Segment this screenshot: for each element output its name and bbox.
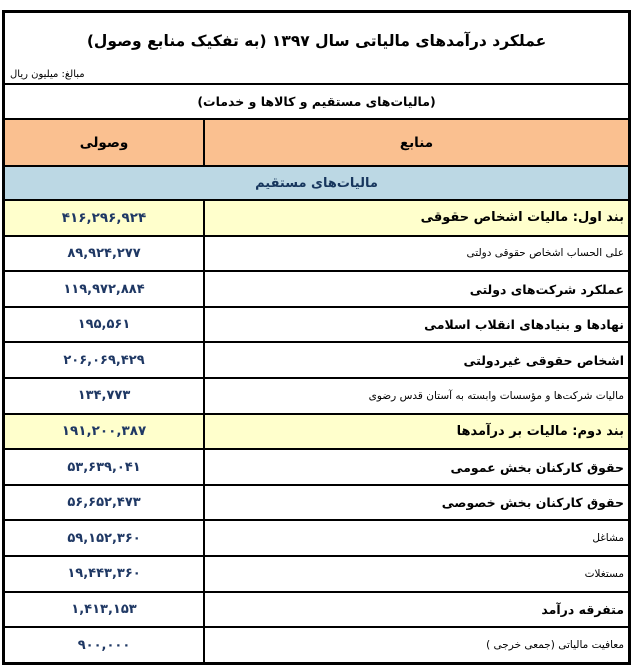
table-row: حقوق کارکنان بخش خصوصی ۵۶,۶۵۲,۴۷۳ <box>5 485 628 522</box>
table-row: مشاغل ۵۹,۱۵۲,۳۶۰ <box>5 521 628 558</box>
row-label: مستغلات <box>584 567 624 580</box>
row-label: بند دوم: مالیات بر درآمدها <box>456 423 624 439</box>
table-row: مالیات شرکت‌ها و مؤسسات وابسته به آستان … <box>5 379 628 415</box>
row-value: ۱۱۹,۹۷۲,۸۸۴ <box>5 272 205 306</box>
table-row: متفرقه درآمد ۱,۴۱۳,۱۵۳ <box>5 592 628 629</box>
column-header-row: منابع وصولی <box>5 120 628 167</box>
row-label: حقوق کارکنان بخش عمومی <box>450 459 624 475</box>
row-value: ۱۹۱,۲۰۰,۳۸۷ <box>5 414 205 449</box>
table-body: بند اول: مالیات اشخاص حقوقی ۴۱۶,۲۹۶,۹۲۴ … <box>5 201 628 662</box>
row-value: ۵۶,۶۵۲,۴۷۳ <box>5 485 205 520</box>
row-value: ۱۹۵,۵۶۱ <box>5 307 205 342</box>
table-row: اشخاص حقوقی غیردولتی ۲۰۶,۰۶۹,۴۲۹ <box>5 343 628 380</box>
table-row: حقوق کارکنان بخش عمومی ۵۳,۶۳۹,۰۴۱ <box>5 450 628 486</box>
tax-type-subtitle: (مالیات‌های مستقیم و کالاها و خدمات) <box>5 85 628 120</box>
row-value: ۹۰۰,۰۰۰ <box>5 628 205 662</box>
title-block: عملکرد درآمدهای مالیاتی سال ۱۳۹۷ (به تفک… <box>5 13 628 85</box>
row-value: ۸۹,۹۲۴,۲۷۷ <box>5 236 205 271</box>
section-header-direct-taxes: مالیات‌های مستقیم <box>5 167 628 201</box>
row-label: اشخاص حقوقی غیردولتی <box>463 352 624 368</box>
report-table-frame: عملکرد درآمدهای مالیاتی سال ۱۳۹۷ (به تفک… <box>2 10 631 665</box>
row-label: علی الحساب اشخاص حقوقی دولتی <box>466 247 624 260</box>
table-row: مستغلات ۱۹,۴۴۳,۳۶۰ <box>5 557 628 593</box>
table-row: عملکرد شرکت‌های دولتی ۱۱۹,۹۷۲,۸۸۴ <box>5 272 628 308</box>
row-label: نهادها و بنیادهای انقلاب اسلامی <box>424 317 624 333</box>
row-label: مالیات شرکت‌ها و مؤسسات وابسته به آستان … <box>368 389 624 402</box>
table-row: معافیت مالیاتی (جمعی خرجی ) ۹۰۰,۰۰۰ <box>5 628 628 662</box>
row-value: ۵۹,۱۵۲,۳۶۰ <box>5 521 205 556</box>
table-row: نهادها و بنیادهای انقلاب اسلامی ۱۹۵,۵۶۱ <box>5 307 628 344</box>
row-label: مشاغل <box>592 532 624 545</box>
column-header-collected: وصولی <box>5 120 205 165</box>
row-label: حقوق کارکنان بخش خصوصی <box>441 495 624 511</box>
row-value: ۱۹,۴۴۳,۳۶۰ <box>5 557 205 591</box>
column-header-sources: منابع <box>399 134 434 151</box>
row-value: ۱۳۴,۷۷۳ <box>5 379 205 413</box>
report-title: عملکرد درآمدهای مالیاتی سال ۱۳۹۷ (به تفک… <box>86 32 547 50</box>
row-value: ۲۰۶,۰۶۹,۴۲۹ <box>5 343 205 378</box>
row-value: ۴۱۶,۲۹۶,۹۲۴ <box>5 201 205 235</box>
table-row: بند اول: مالیات اشخاص حقوقی ۴۱۶,۲۹۶,۹۲۴ <box>5 201 628 237</box>
row-value: ۵۳,۶۳۹,۰۴۱ <box>5 450 205 484</box>
row-label: بند اول: مالیات اشخاص حقوقی <box>420 210 624 226</box>
table-row: بند دوم: مالیات بر درآمدها ۱۹۱,۲۰۰,۳۸۷ <box>5 414 628 451</box>
row-label: معافیت مالیاتی (جمعی خرجی ) <box>486 639 624 652</box>
unit-note: مبالغ: میلیون ریال <box>10 69 85 80</box>
row-value: ۱,۴۱۳,۱۵۳ <box>5 592 205 627</box>
table-row: علی الحساب اشخاص حقوقی دولتی ۸۹,۹۲۴,۲۷۷ <box>5 236 628 273</box>
row-label: عملکرد شرکت‌های دولتی <box>469 281 624 297</box>
row-label: متفرقه درآمد <box>541 602 624 617</box>
